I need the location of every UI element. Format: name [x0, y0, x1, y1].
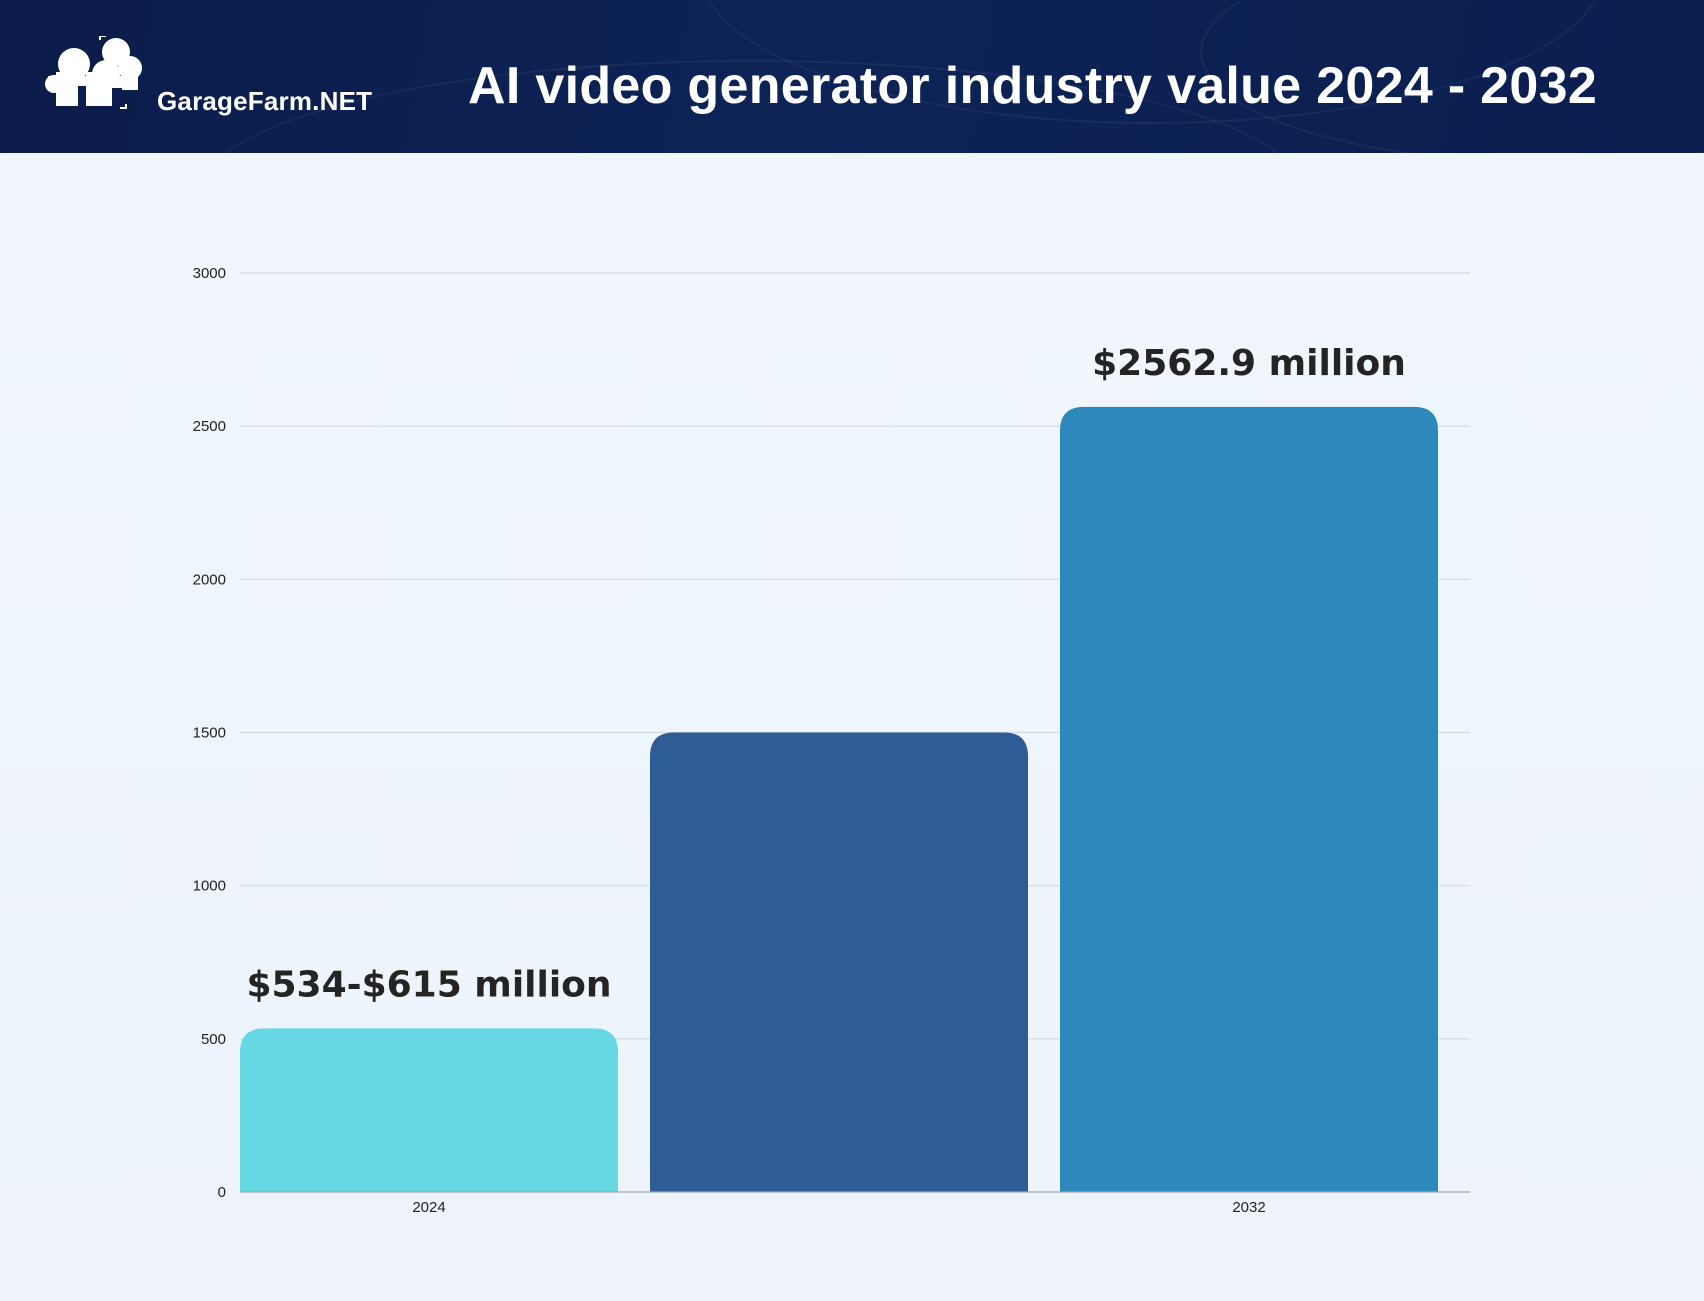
- brand-name: GarageFarm.NET: [157, 86, 373, 116]
- x-tick-label: 2032: [1232, 1199, 1265, 1216]
- y-tick-label: 2000: [193, 571, 226, 588]
- y-tick-label: 2500: [193, 418, 226, 435]
- y-tick-label: 500: [201, 1031, 226, 1048]
- data-label: $2562.9 million: [1092, 343, 1406, 384]
- y-tick-label: 0: [218, 1184, 226, 1201]
- y-tick-label: 3000: [193, 265, 226, 282]
- y-tick-label: 1500: [193, 725, 226, 742]
- bar-2024: [240, 1028, 618, 1192]
- cloud-farm-logo-icon: [45, 36, 142, 109]
- y-tick-label: 1000: [193, 878, 226, 895]
- labels: $534-$615 million $2562.9 million: [246, 343, 1405, 1006]
- bar-middle: [650, 732, 1028, 1192]
- bars: [240, 406, 1438, 1192]
- page-title: AI video generator industry value 2024 -…: [468, 57, 1598, 115]
- header-banner: GarageFarm.NET AI video generator indust…: [0, 0, 1704, 153]
- data-label: $534-$615 million: [246, 964, 611, 1005]
- bar-2032: [1060, 406, 1438, 1192]
- axes: 0 500 1000 1500 2000 2500 3000 2024 2032: [193, 265, 1470, 1216]
- x-tick-label: 2024: [412, 1199, 445, 1216]
